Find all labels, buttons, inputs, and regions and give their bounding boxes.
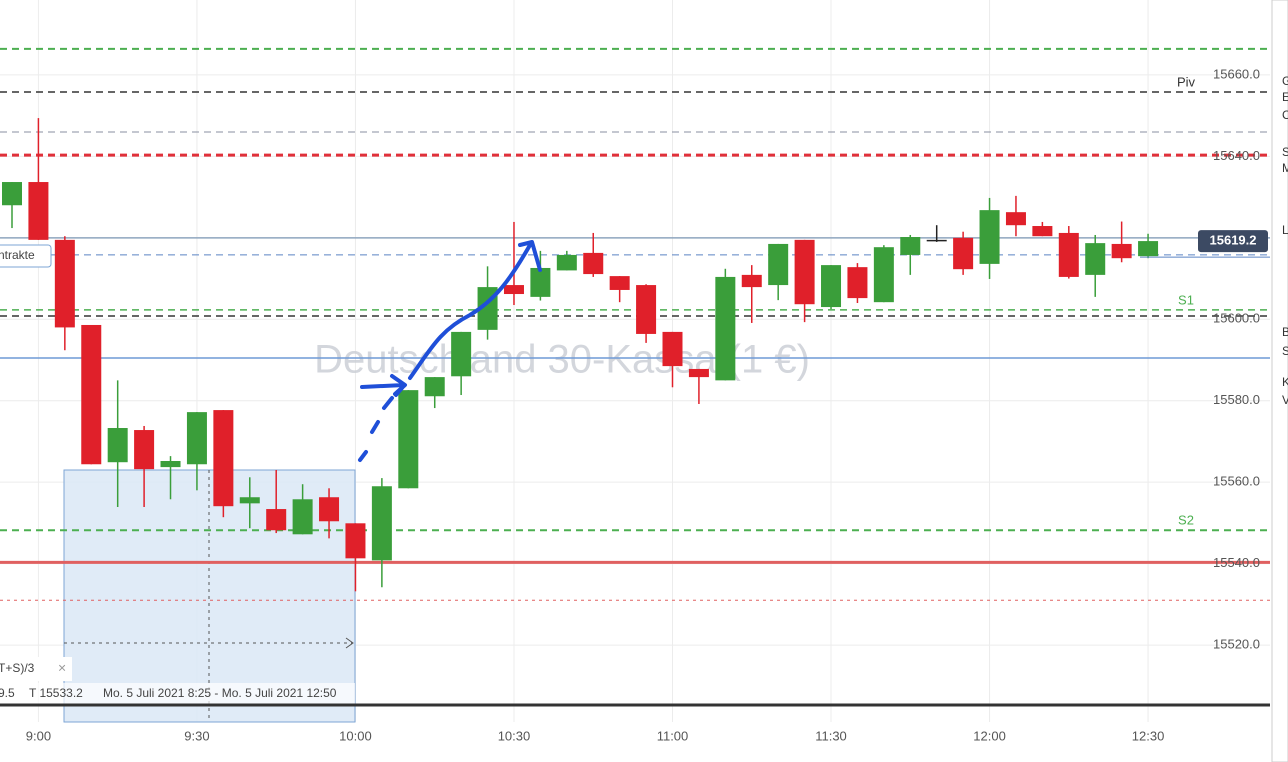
candle-body [1111,243,1132,259]
level-lines: Piv S1 S2 [0,47,1270,601]
x-tick-label: 10:30 [498,728,531,743]
x-tick-label: 9:30 [184,728,209,743]
info-strip [0,683,355,705]
level-label: S1 [1178,292,1194,307]
selection-arrowhead [345,637,354,649]
candle-body [662,331,683,367]
side-letter: E [1282,90,1288,104]
level-label: Piv [1177,74,1196,89]
side-letter: S [1282,145,1288,159]
candle-body [715,276,736,381]
candle-body [821,265,842,308]
candles [2,118,1159,592]
indicator-label: T+S)/3 [0,661,35,675]
candle-body [583,252,604,275]
candle-body [1032,226,1053,237]
y-tick-label: 15600.0 [1213,311,1260,326]
candle-body [134,430,155,470]
y-tick-label: 15560.0 [1213,474,1260,489]
candle-body [953,237,974,270]
info-range: Mo. 5 Juli 2021 8:25 - Mo. 5 Juli 2021 1… [103,686,337,700]
side-letter: M [1282,161,1288,175]
drawn-arrow-dashes [358,386,404,462]
candle-body [1058,232,1079,277]
candle-body [319,497,340,522]
x-tick-label: 12:30 [1132,728,1165,743]
candle-body [503,285,524,295]
candle-body [81,324,102,465]
side-panel [1271,0,1288,762]
candle-body [530,267,551,297]
candle-body [371,486,392,561]
x-tick-label: 11:00 [657,728,689,743]
indicator-chip [0,657,72,681]
y-tick-label: 15660.0 [1213,66,1260,81]
side-letter: L [1282,223,1288,237]
candle-body [926,239,947,242]
candle-body [794,239,815,305]
contracts-label[interactable]: ntrakte [0,248,35,262]
y-tick-label: 15520.0 [1213,637,1260,652]
candle-body [1138,241,1159,257]
candle-body [398,390,419,489]
x-tick-label: 9:00 [26,728,51,743]
side-letter: C [1282,108,1288,122]
candle-body [239,497,260,504]
watermark: Deutschland 30-Kassa (1 €) [314,338,810,382]
side-letter: K [1282,375,1288,389]
candle-body [1005,212,1026,226]
close-icon[interactable]: × [58,660,66,676]
side-letter: B [1282,325,1288,339]
candle-body [768,243,789,286]
last-price-tag-bg [1198,230,1268,253]
y-tick-label: 15540.0 [1213,555,1260,570]
candle-body [424,377,445,397]
drawn-arrow [360,240,542,396]
contracts-button[interactable] [0,244,52,268]
candle-body [900,237,921,255]
candle-body [54,239,75,328]
axes: 15660.015640.015620.015600.015580.015560… [26,66,1270,743]
side-letter: V [1282,393,1288,407]
info-target: T 15533.2 [29,686,83,700]
candle-body [28,182,49,240]
candle-body [609,276,630,290]
candle-body [107,428,128,463]
candle-body [266,509,287,531]
candle-body [292,499,313,535]
candle-body [186,412,207,465]
x-tick-label: 10:00 [339,728,372,743]
candle-body [847,267,868,299]
candle-body [451,331,472,377]
y-tick-label: 15640.0 [1213,148,1260,163]
candle-body [873,247,894,303]
y-tick-label: 15580.0 [1213,392,1260,407]
candle-body [213,410,234,507]
candle-body [345,523,366,559]
last-price-tag: 15619.2 [1210,233,1257,248]
info-left: 9.5 [0,686,15,700]
x-tick-label: 11:30 [815,728,847,743]
candle-body [636,285,657,334]
side-letter: G [1282,74,1288,88]
candle-body [1085,243,1106,275]
candle-body [979,210,1000,264]
level-label: S2 [1178,513,1194,528]
candle-body [688,368,709,378]
candle-body [2,182,22,206]
candle-body [741,274,762,288]
candle-body [556,254,577,271]
x-tick-label: 12:00 [973,728,1006,743]
side-letter: S [1282,344,1288,358]
candle-body [160,460,181,468]
